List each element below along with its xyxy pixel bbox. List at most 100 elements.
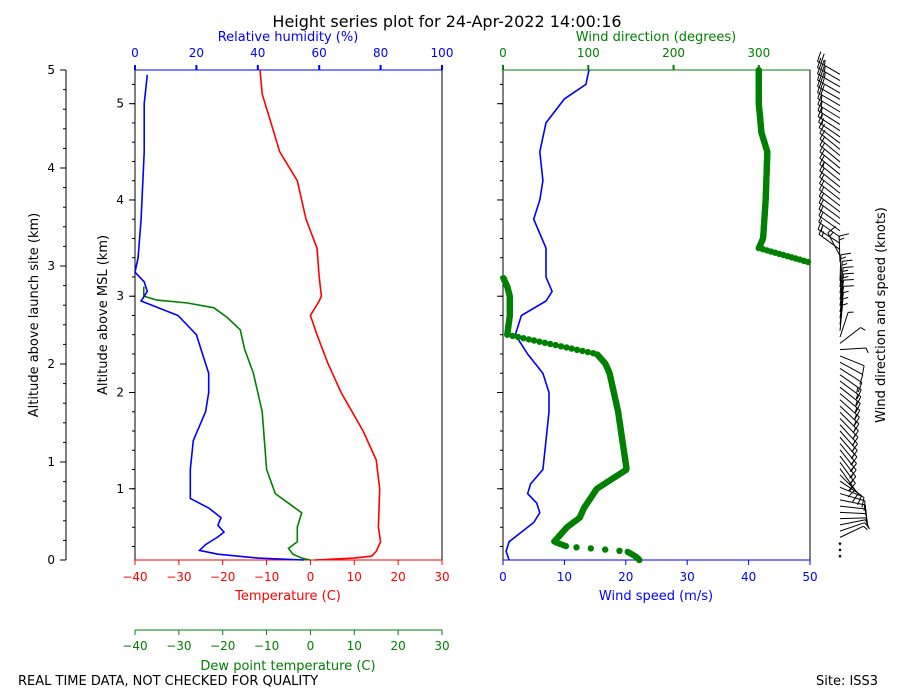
wind-barb-staff xyxy=(818,215,841,232)
wind-barb-feather xyxy=(852,423,860,433)
wind-series xyxy=(500,67,812,564)
wind-barb-staff xyxy=(839,525,864,538)
wind-barb-staff xyxy=(839,517,867,520)
dewpoint-tick-label: 10 xyxy=(347,639,362,653)
wind-barb-feather xyxy=(850,456,858,466)
wind-barb-staff xyxy=(839,511,867,515)
wind-barb-staff xyxy=(818,208,841,225)
wind-barb-staff xyxy=(819,176,841,194)
wind-barb-feather xyxy=(838,237,845,241)
wind-direction-point xyxy=(520,335,527,342)
dewpoint-tick-label: −20 xyxy=(210,639,235,653)
wind-barb-calm xyxy=(838,548,842,552)
temperature-line xyxy=(259,69,382,561)
wind-barb-feather xyxy=(854,410,861,420)
wind-barb-feather xyxy=(838,233,850,237)
wind-direction-point xyxy=(624,548,631,556)
launch-altitude-tick-label: 1 xyxy=(47,455,55,469)
wind-barb-staff xyxy=(839,393,861,411)
wind-barb-staff xyxy=(817,110,841,125)
temperature-tick-label: 30 xyxy=(434,570,449,584)
wind-barb-staff xyxy=(839,436,858,458)
wind-barb-staff xyxy=(839,499,866,506)
wind-direction-point xyxy=(563,344,570,351)
wind-direction-point xyxy=(552,341,559,349)
wind-speed-axis-label: Wind speed (m/s) xyxy=(599,589,713,604)
launch-altitude-tick-label: 4 xyxy=(47,161,55,175)
wind-direction-tick-label: 300 xyxy=(747,46,770,60)
humidity-tick-label: 100 xyxy=(431,46,454,60)
humidity-tick-label: 80 xyxy=(373,46,388,60)
wind-direction-point xyxy=(568,345,575,352)
wind-barb-staff xyxy=(839,267,844,294)
wind-barb-staff xyxy=(817,92,841,107)
wind-barb-feather xyxy=(823,72,826,78)
launch-altitude-label: Altitude above launch site (km) xyxy=(27,213,42,417)
wind-barb-feather xyxy=(849,463,857,472)
wind-barb-staff xyxy=(818,127,841,144)
dewpoint-tick-label: 30 xyxy=(434,639,449,653)
wind-barb-staff xyxy=(839,505,866,510)
wind-barb-feather xyxy=(860,327,866,331)
wind-barb-staff xyxy=(839,386,861,404)
wind-barb-staff xyxy=(819,157,841,175)
thermo-series xyxy=(134,69,382,561)
wind-barb-feather xyxy=(861,365,865,376)
dewpoint-tick-label: 20 xyxy=(391,639,406,653)
dewpoint-tick-label: −30 xyxy=(166,639,191,653)
msl-altitude-label: Altitude above MSL (km) xyxy=(96,235,111,395)
wind-barb-feather xyxy=(863,500,866,512)
wind-barb-staff xyxy=(839,380,862,397)
wind-speed-tick-label: 0 xyxy=(499,570,507,584)
wind-barb-feather xyxy=(842,276,849,279)
wind-barb-staff xyxy=(818,202,841,219)
wind-barb-staff xyxy=(839,374,862,391)
wind-barb-staff xyxy=(839,493,866,502)
thermo-plot-area xyxy=(134,69,443,561)
wind-barb-feather xyxy=(851,443,859,453)
wind-barb-staff xyxy=(839,368,863,383)
wind-direction-point xyxy=(509,332,516,340)
wind-barb-staff xyxy=(839,424,858,445)
wind-barb-feather xyxy=(829,231,834,237)
wind-barb-feather xyxy=(817,219,823,230)
wind-barb-staff xyxy=(839,361,864,376)
wind-barb-staff xyxy=(839,347,866,351)
wind-barb-feather xyxy=(843,266,854,268)
wind-barb-staff xyxy=(818,195,841,213)
wind-barb-feather xyxy=(827,226,837,234)
wind-direction-point xyxy=(755,67,762,74)
wind-barb-feather xyxy=(865,347,869,354)
wind-direction-tick-label: 200 xyxy=(662,46,685,60)
wind-barb-staff xyxy=(818,233,841,250)
wind-direction-point xyxy=(573,544,580,551)
wind-direction-point xyxy=(530,337,538,344)
wind-barb-staff xyxy=(839,280,845,306)
msl-altitude-tick-label: 3 xyxy=(116,289,124,303)
wind-barb-feather xyxy=(820,226,823,232)
temperature-tick-label: 20 xyxy=(391,570,406,584)
dewpoint-tick-label: −10 xyxy=(254,639,279,653)
wind-barb-feather xyxy=(856,389,862,400)
wind-barb-feather xyxy=(842,296,849,300)
wind-barb-feather xyxy=(852,430,859,440)
wind-barb-feather xyxy=(842,269,849,272)
wind-barb-staff xyxy=(817,73,841,88)
wind-barb-feather xyxy=(843,272,854,275)
temperature-ticks: −40 −30 −20 −10 0 10 20 30 xyxy=(122,560,450,584)
wind-barb-feather xyxy=(859,374,864,385)
wind-barb-feather xyxy=(820,107,823,113)
relative-humidity-line xyxy=(134,74,304,561)
wind-barb-feather xyxy=(822,161,825,168)
dew-point-line xyxy=(143,286,311,561)
wind-barb-staff xyxy=(839,254,842,281)
wind-barb-staff xyxy=(817,79,841,94)
humidity-axis-label: Relative humidity (%) xyxy=(218,30,359,45)
wind-speed-line xyxy=(505,69,590,561)
wind-altitude-ticks xyxy=(497,83,503,548)
wind-direction-tick-label: 100 xyxy=(577,46,600,60)
wind-barb-staff xyxy=(819,132,841,150)
thermo-panel: 0 1 2 3 4 5 Altitude above launch site (km) 1… xyxy=(27,30,453,674)
wind-barb-feather xyxy=(843,290,849,294)
